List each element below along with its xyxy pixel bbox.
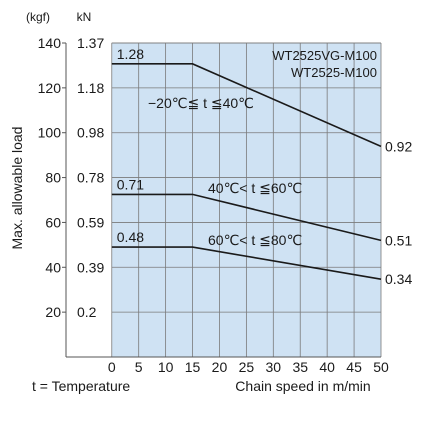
series-end-value: 0.92: [385, 138, 412, 154]
unit-kgf-label: (kgf): [26, 10, 50, 24]
y-tick-label-kgf: 120: [38, 80, 62, 96]
y-tick-label-kn: 1.18: [77, 80, 104, 96]
x-tick-label: 25: [239, 359, 255, 375]
series-line: [111, 246, 382, 280]
series-line: [111, 63, 382, 148]
y-tick-label-kn: 0.59: [77, 214, 104, 230]
x-tick-label: 5: [135, 359, 143, 375]
series-name: 40℃< t ≦60℃: [208, 180, 302, 196]
x-tick-label: 20: [212, 359, 228, 375]
y-tick-label-kgf: 80: [45, 170, 61, 186]
y-tick-label-kn: 0.78: [77, 170, 104, 186]
series-start-value: 1.28: [117, 46, 144, 62]
y-tick-label-kgf: 40: [45, 259, 61, 275]
series-layer: 1.28 0.92 −20℃≦ t ≦40℃ 0.71 0.51 40℃< t ≦60℃ 0…: [111, 46, 412, 287]
grid: [111, 42, 382, 357]
y-axis-title: Max. allowable load: [9, 127, 25, 250]
y-tick-label-kgf: 100: [38, 125, 62, 141]
model-label-1: WT2525VG-M100: [272, 48, 377, 63]
y-tick-label-kgf: 20: [45, 304, 61, 320]
x-tick-label: 45: [346, 359, 362, 375]
x-tick-label: 35: [292, 359, 308, 375]
series-end-value: 0.34: [385, 271, 412, 287]
series-end-value: 0.51: [385, 232, 412, 248]
y-tick-label-kgf: 140: [38, 35, 62, 51]
y-tick-label-kn: 0.98: [77, 125, 104, 141]
series-name: −20℃≦ t ≦40℃: [148, 95, 254, 111]
footnote: t = Temperature: [32, 378, 130, 394]
y-tick-label-kn: 0.2: [77, 304, 97, 320]
x-tick-label: 10: [158, 359, 174, 375]
series-name: 60℃< t ≦80℃: [208, 232, 302, 248]
x-tick-label: 40: [319, 359, 335, 375]
series-start-value: 0.71: [117, 176, 144, 192]
y-tick-label-kn: 0.39: [77, 259, 104, 275]
y-tick-label-kn: 1.37: [77, 35, 104, 51]
model-label-2: WT2525-M100: [291, 65, 377, 80]
x-tick-label: 50: [373, 359, 389, 375]
series-line: [111, 193, 382, 242]
unit-kn-label: kN: [77, 10, 92, 24]
y-tick-label-kgf: 60: [45, 214, 61, 230]
x-tick-label: 30: [266, 359, 282, 375]
series-start-value: 0.48: [117, 229, 144, 245]
x-tick-label: 15: [185, 359, 201, 375]
x-tick-label: 0: [108, 359, 116, 375]
x-axis-title: Chain speed in m/min: [235, 378, 370, 394]
